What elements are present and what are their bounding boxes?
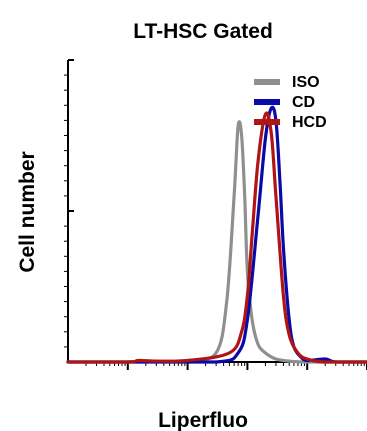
axes: [64, 59, 367, 370]
series-line-iso: [66, 120, 367, 364]
legend-label-iso: ISO: [292, 74, 320, 91]
y-axis-label: Cell number: [16, 151, 39, 272]
series-curves: [66, 105, 367, 364]
series-line-cd: [66, 105, 367, 364]
chart-title: LT-HSC Gated: [133, 20, 273, 43]
x-axis-label: Liperfluo: [158, 409, 248, 431]
series-line-hcd: [66, 111, 367, 364]
legend-label-cd: CD: [292, 94, 315, 111]
legend: ISO CD HCD: [254, 74, 327, 131]
legend-label-hcd: HCD: [292, 114, 327, 131]
